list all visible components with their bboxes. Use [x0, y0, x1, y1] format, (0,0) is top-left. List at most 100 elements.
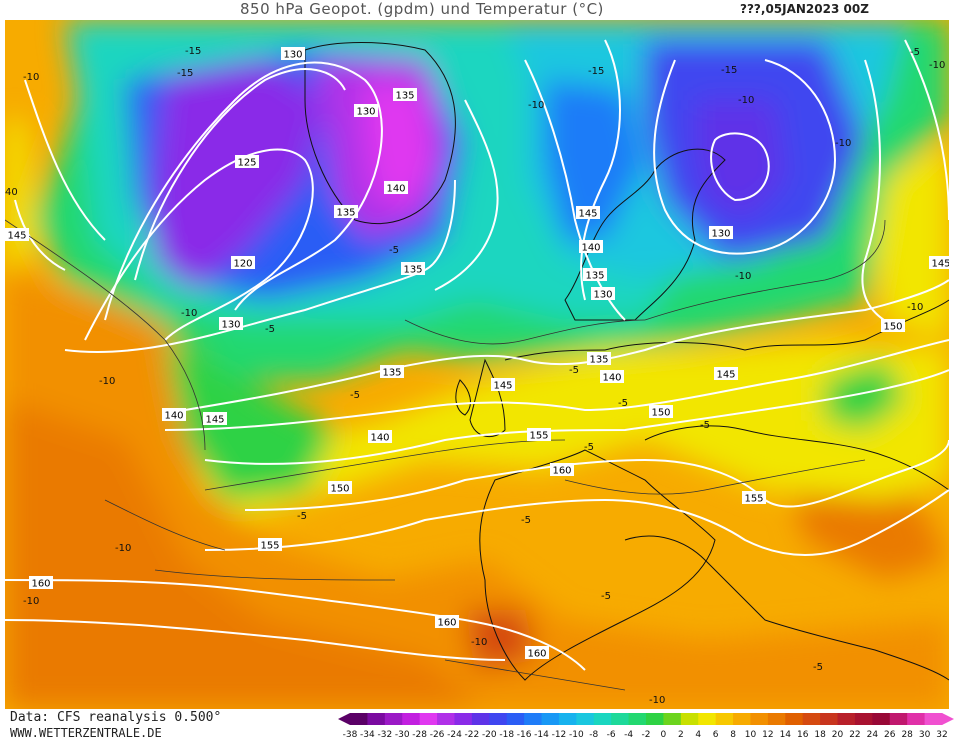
svg-text:-15: -15	[177, 68, 193, 79]
svg-text:135: 135	[382, 368, 401, 379]
geo-label: 130	[219, 317, 243, 331]
colorbar-arrow-right	[942, 713, 954, 725]
svg-text:160: 160	[31, 579, 50, 590]
colorbar-swatch	[663, 713, 682, 725]
svg-text:130: 130	[283, 50, 302, 61]
geo-label: 140	[368, 430, 392, 444]
colorbar-swatch	[384, 713, 403, 725]
geo-label: 160	[435, 615, 459, 629]
svg-text:140: 140	[370, 433, 389, 444]
svg-text:-15: -15	[721, 65, 737, 76]
svg-text:145: 145	[493, 381, 512, 392]
colorbar-swatch	[646, 713, 664, 725]
geopotential-contours	[5, 39, 949, 671]
svg-text:-10: -10	[181, 308, 197, 319]
colorbar-tick-label: -14	[534, 730, 549, 740]
colorbar-swatch	[611, 713, 630, 725]
colorbar-tick-label: -4	[624, 730, 633, 740]
geo-label: 150	[649, 405, 673, 419]
colorbar-tick-label: 10	[745, 730, 757, 740]
colorbar-tick-label: 18	[814, 730, 826, 740]
geo-label: 160	[550, 463, 574, 477]
geo-label: 145	[714, 367, 738, 381]
svg-text:160: 160	[437, 618, 456, 629]
temperature-colorbar: -38 -34 -32 -30 -28 -26 -24 -22 -20 -18 -16 -14 -12-…	[338, 712, 956, 740]
geo-label: 150	[881, 319, 905, 333]
svg-text:150: 150	[651, 408, 670, 419]
svg-text:155: 155	[744, 494, 763, 505]
geo-label: 145	[929, 256, 949, 270]
geo-label: 135	[583, 268, 607, 282]
svg-text:155: 155	[529, 431, 548, 442]
geo-label: 135	[380, 365, 404, 379]
colorbar-tick-label: -2	[642, 730, 651, 740]
colorbar-swatch	[802, 713, 821, 725]
geo-label: 130	[709, 226, 733, 240]
svg-text:130: 130	[221, 320, 240, 331]
colorbar-swatch	[367, 713, 386, 725]
temperature-contours	[5, 219, 886, 691]
colorbar-tick-label: -22	[465, 730, 480, 740]
geo-label: 135	[587, 352, 611, 366]
svg-text:145: 145	[7, 231, 26, 242]
colorbar-swatch	[506, 713, 525, 725]
svg-text:145: 145	[205, 415, 224, 426]
svg-text:135: 135	[336, 208, 355, 219]
geopotential-labels: 130 130 135 125 120 130 140 135 135 135 …	[5, 47, 949, 660]
colorbar-tick-label: 12	[762, 730, 773, 740]
colorbar-swatch	[680, 713, 699, 725]
svg-text:140: 140	[602, 373, 621, 384]
svg-text:120: 120	[233, 259, 252, 270]
svg-text:130: 130	[711, 229, 730, 240]
colorbar-tick-label: 4	[695, 730, 701, 740]
colorbar-swatch	[872, 713, 891, 725]
geo-label: 150	[328, 481, 352, 495]
map-title: 850 hPa Geopot. (gpdm) und Temperatur (°…	[240, 0, 604, 18]
colorbar-tick-label: 28	[901, 730, 913, 740]
svg-text:-10: -10	[23, 72, 39, 83]
svg-text:150: 150	[330, 484, 349, 495]
colorbar-swatch	[593, 713, 612, 725]
svg-text:-5: -5	[350, 390, 360, 401]
svg-text:-10: -10	[929, 60, 945, 71]
svg-text:-10: -10	[835, 138, 851, 149]
geo-label: 145	[5, 228, 29, 242]
svg-text:160: 160	[552, 466, 571, 477]
geo-label: 155	[527, 428, 551, 442]
colorbar-swatch	[837, 713, 856, 725]
svg-text:-5: -5	[601, 591, 611, 602]
svg-text:140: 140	[164, 411, 183, 422]
geo-label: 130	[281, 47, 305, 61]
colorbar-tick-label: 22	[849, 730, 860, 740]
colorbar-swatch	[854, 713, 873, 725]
colorbar-tick-label: 14	[780, 730, 792, 740]
colorbar-swatch	[924, 713, 943, 725]
geo-label: 145	[576, 206, 600, 220]
svg-text:-10: -10	[115, 543, 131, 554]
data-source: Data: CFS reanalysis 0.500°	[10, 710, 222, 725]
geo-label: 140	[162, 408, 186, 422]
colorbar-tick-label: -26	[430, 730, 445, 740]
colorbar-swatch	[454, 713, 473, 725]
svg-text:-10: -10	[99, 376, 115, 387]
colorbar-tick-label: -8	[589, 730, 598, 740]
colorbar-swatch	[698, 713, 717, 725]
colorbar-arrow-left	[338, 713, 350, 725]
svg-text:140: 140	[386, 184, 405, 195]
colorbar-swatch	[419, 713, 438, 725]
svg-text:-15: -15	[185, 46, 201, 57]
geo-label: 120	[231, 256, 255, 270]
colorbar-swatch	[715, 713, 734, 725]
svg-text:145: 145	[578, 209, 597, 220]
geo-label: 145	[203, 412, 227, 426]
svg-text:160: 160	[527, 649, 546, 660]
colorbar-swatch	[628, 713, 647, 725]
colorbar-tick-label: -16	[517, 730, 532, 740]
svg-text:-5: -5	[389, 245, 399, 256]
geo-label: 155	[258, 538, 282, 552]
colorbar-tick-label: 26	[884, 730, 896, 740]
temperature-labels: -15 -15 -10 -10 -5 -5 -5 -15 -10 -10 -15…	[5, 46, 945, 706]
svg-text:130: 130	[593, 290, 612, 301]
colorbar-swatch	[820, 713, 839, 725]
colorbar-tick-label: 8	[730, 730, 736, 740]
